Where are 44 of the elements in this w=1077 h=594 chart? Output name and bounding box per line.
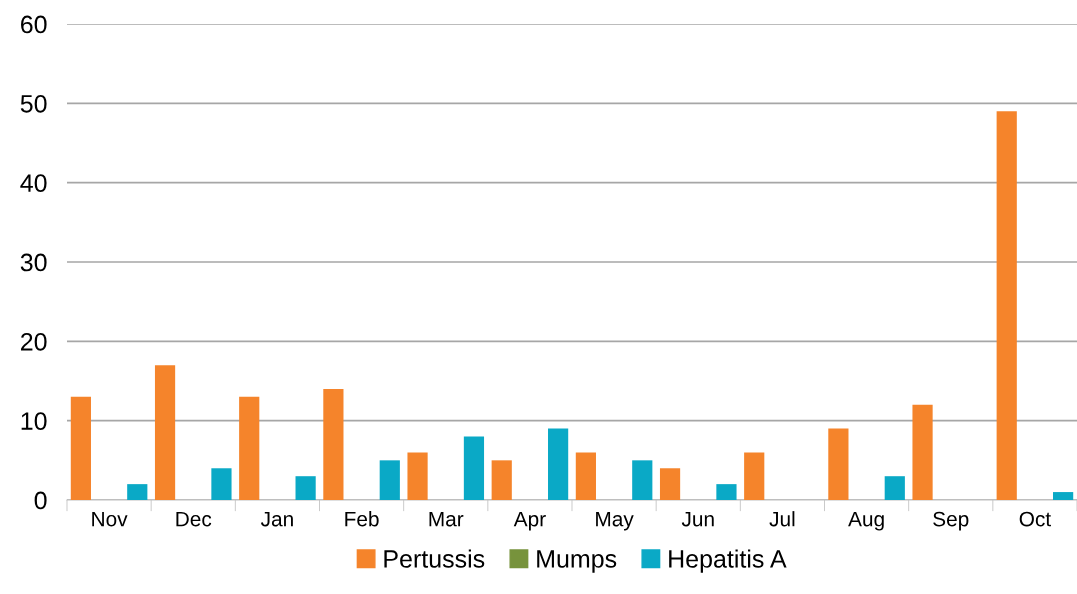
legend-label: Mumps [537,550,617,573]
bar [127,484,148,500]
bar [1053,492,1074,500]
bar [744,452,765,500]
bar [575,452,596,500]
y-tick-label: 60 [21,15,47,34]
bar [463,436,485,500]
bar [211,468,232,500]
y-tick-label: 50 [20,94,47,113]
y-tick-label: 0 [34,491,47,510]
y-tick-label: 20 [21,332,47,351]
bar [659,468,681,500]
bar [323,388,344,500]
x-tick-label: Aug [848,511,884,531]
bar [154,365,176,500]
x-tick-label: Feb [345,511,379,527]
bar [884,476,905,500]
bar [295,476,316,500]
bar [996,111,1017,500]
x-tick-label: Oct [1019,511,1051,527]
x-tick-label: Dec [176,511,212,527]
y-tick-label: 10 [21,412,47,430]
x-tick-label: May [596,511,634,531]
y-tick-label: 40 [20,174,47,192]
legend-label: Pertussis [384,549,485,568]
x-tick-label: Jun [681,511,714,527]
x-tick-label: Jul [769,511,795,527]
x-tick-label: Jan [260,511,293,527]
x-tick-label: Sep [933,511,969,531]
bar [239,396,260,500]
bar [548,428,569,500]
bar [70,396,91,500]
bar [632,460,653,500]
bar [379,460,400,500]
x-tick-label: Apr [513,511,546,531]
x-tick-label: Nov [92,511,128,527]
bar [912,404,933,500]
bar [491,460,512,500]
legend-label: Hepatitis A [669,549,787,573]
x-tick-label: Mar [429,511,464,527]
y-tick-label: 30 [20,253,47,272]
bar [828,428,849,500]
bar [407,452,428,500]
bar [716,484,737,500]
